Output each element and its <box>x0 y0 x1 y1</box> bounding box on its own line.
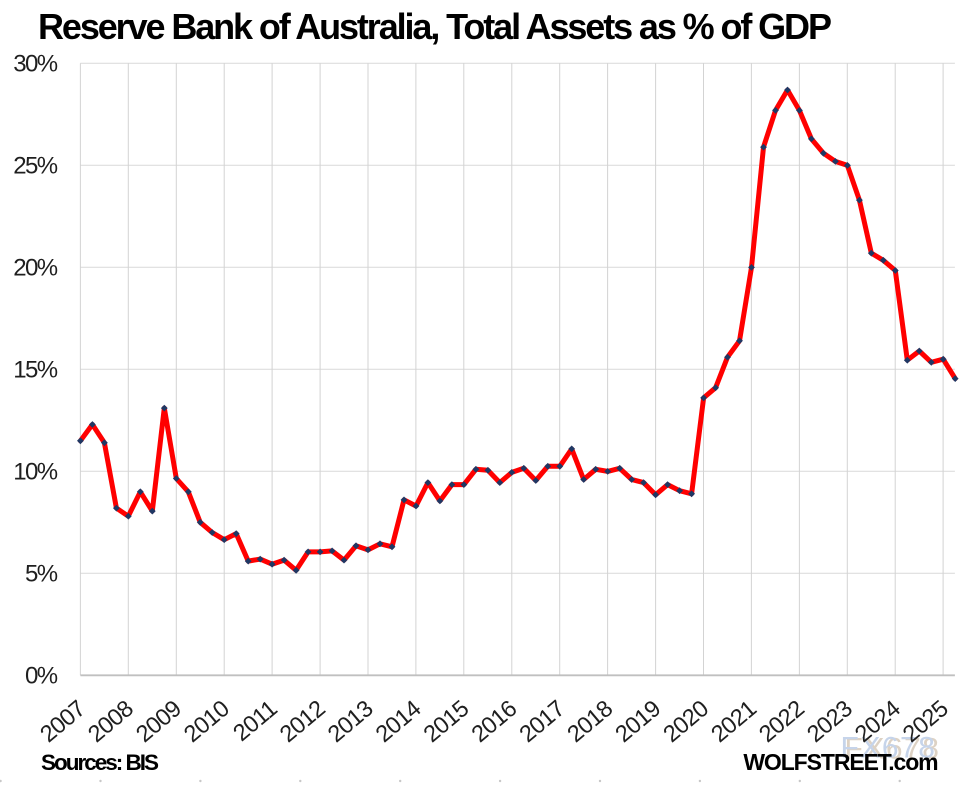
svg-text:20%: 20% <box>13 255 57 282</box>
svg-text:2015: 2015 <box>418 695 473 747</box>
svg-text:2022: 2022 <box>754 695 809 747</box>
svg-text:2017: 2017 <box>514 695 569 747</box>
svg-text:2016: 2016 <box>466 695 521 747</box>
svg-text:2008: 2008 <box>83 695 138 747</box>
svg-text:WOLFSTREET.com: WOLFSTREET.com <box>743 749 938 775</box>
svg-text:15%: 15% <box>13 357 57 384</box>
svg-text:Reserve Bank of Australia, Tot: Reserve Bank of Australia, Total Assets … <box>38 6 831 47</box>
svg-text:2010: 2010 <box>179 695 234 747</box>
svg-text:2018: 2018 <box>562 695 617 747</box>
svg-text:2011: 2011 <box>228 695 282 746</box>
svg-text:5%: 5% <box>25 561 58 588</box>
svg-text:2007: 2007 <box>35 695 90 747</box>
svg-text:30%: 30% <box>13 51 57 78</box>
svg-text:2009: 2009 <box>131 695 186 747</box>
svg-text:2012: 2012 <box>275 695 330 747</box>
svg-text:10%: 10% <box>13 459 57 486</box>
svg-text:2014: 2014 <box>370 695 425 747</box>
svg-text:FX678: FX678 <box>845 733 941 766</box>
svg-text:2021: 2021 <box>706 695 761 747</box>
svg-text:0%: 0% <box>25 663 58 690</box>
svg-text:2020: 2020 <box>658 695 713 747</box>
svg-text:2019: 2019 <box>610 695 665 747</box>
svg-text:25%: 25% <box>13 153 57 180</box>
svg-text:FX678: FX678 <box>841 732 937 765</box>
svg-text:2013: 2013 <box>323 695 378 747</box>
svg-text:Sources: BIS: Sources: BIS <box>41 750 159 775</box>
